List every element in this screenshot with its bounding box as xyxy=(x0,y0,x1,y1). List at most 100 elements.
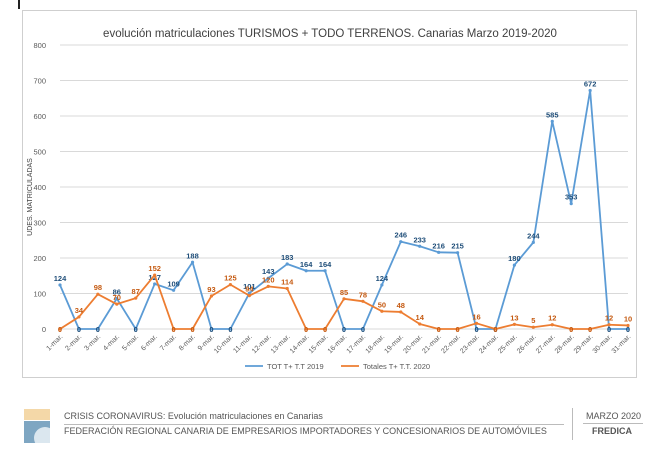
data-label: 152 xyxy=(148,264,161,273)
data-label: 34 xyxy=(75,306,84,315)
data-point xyxy=(58,327,62,331)
data-point xyxy=(247,294,251,298)
data-point xyxy=(323,269,327,273)
x-tick-label: 6-mar. xyxy=(140,333,159,352)
data-label: 124 xyxy=(54,274,67,283)
data-point xyxy=(134,296,138,300)
x-tick-label: 17-mar. xyxy=(346,333,368,355)
data-point xyxy=(190,327,195,331)
data-label: 180 xyxy=(508,254,521,263)
data-label: 0 xyxy=(304,325,308,334)
footer-date: MARZO 2020 xyxy=(586,411,642,421)
x-tick-label: 27-mar. xyxy=(535,333,557,355)
x-tick-label: 13-mar. xyxy=(270,333,292,355)
data-point xyxy=(209,327,214,331)
data-point xyxy=(209,294,214,298)
data-label: 0 xyxy=(456,325,460,334)
data-point xyxy=(418,244,422,248)
data-point xyxy=(153,273,157,277)
data-label: 101 xyxy=(243,282,256,291)
data-label: 16 xyxy=(472,312,480,321)
data-point xyxy=(361,327,365,331)
legend-label-2: Totales T+ T.T. 2020 xyxy=(363,362,430,371)
data-point xyxy=(323,327,327,331)
data-label: 48 xyxy=(397,301,405,310)
data-label: 85 xyxy=(340,288,348,297)
data-point xyxy=(115,302,119,306)
data-label: 14 xyxy=(416,313,425,322)
x-tick-label: 24-mar. xyxy=(478,333,500,355)
footer-organization: FEDERACIÓN REGIONAL CANARIA DE EMPRESARI… xyxy=(64,426,547,436)
data-label: 0 xyxy=(361,325,365,334)
x-tick-label: 3-mar. xyxy=(83,333,102,352)
y-tick-label: 500 xyxy=(33,148,46,157)
x-tick-label: 8-mar. xyxy=(178,333,197,352)
data-label: 0 xyxy=(134,325,138,334)
data-label: 0 xyxy=(58,325,62,334)
data-point xyxy=(588,88,592,93)
data-label: 233 xyxy=(413,235,426,244)
footer-logo-bar xyxy=(24,409,50,420)
x-tick-label: 25-mar. xyxy=(497,333,519,355)
data-point xyxy=(77,315,81,319)
data-label: 244 xyxy=(527,231,540,240)
footer-divider xyxy=(64,424,564,425)
data-point xyxy=(134,327,138,331)
x-tick-label: 30-mar. xyxy=(592,333,614,355)
x-tick-label: 4-mar. xyxy=(102,333,121,352)
x-tick-label: 19-mar. xyxy=(383,333,405,355)
data-label: 125 xyxy=(224,274,237,283)
data-point xyxy=(285,286,289,291)
data-label: 0 xyxy=(437,325,441,334)
data-point xyxy=(550,323,554,327)
data-label: 0 xyxy=(588,325,592,334)
data-label: 87 xyxy=(132,287,140,296)
data-label: 93 xyxy=(207,285,215,294)
data-point xyxy=(607,323,611,327)
chart-frame: evolución matriculaciones TURISMOS + TOD… xyxy=(22,10,637,378)
data-point xyxy=(569,202,573,206)
data-label: 114 xyxy=(281,278,294,287)
data-point xyxy=(626,327,630,331)
line-chart: evolución matriculaciones TURISMOS + TOD… xyxy=(27,28,632,371)
data-label: 0 xyxy=(626,325,630,334)
data-label: 120 xyxy=(262,275,275,284)
data-point xyxy=(512,263,516,267)
data-point xyxy=(531,325,535,329)
data-label: 5 xyxy=(531,316,535,325)
x-tick-label: 5-mar. xyxy=(121,333,140,352)
data-label: 94 xyxy=(245,285,254,294)
x-tick-label: 2-mar. xyxy=(64,333,83,352)
data-label: 12 xyxy=(548,314,556,323)
data-point xyxy=(172,288,176,292)
data-label: 183 xyxy=(281,253,294,262)
legend-label-1: TOT T+ T.T 2019 xyxy=(267,362,324,371)
data-point xyxy=(456,327,460,331)
data-label: 13 xyxy=(510,313,518,322)
data-point xyxy=(342,297,346,301)
x-tick-label: 22-mar. xyxy=(440,333,462,355)
data-label: 188 xyxy=(186,251,199,260)
data-point xyxy=(190,260,195,264)
data-label: 12 xyxy=(605,314,613,323)
data-point xyxy=(550,119,554,123)
data-point xyxy=(77,327,81,331)
x-tick-label: 21-mar. xyxy=(421,333,443,355)
x-tick-label: 10-mar. xyxy=(213,333,235,355)
data-point xyxy=(626,323,630,328)
x-tick-label: 18-mar. xyxy=(365,333,387,355)
x-tick-label: 23-mar. xyxy=(459,333,481,355)
data-label: 70 xyxy=(113,293,121,302)
data-label: 672 xyxy=(584,79,597,88)
data-point xyxy=(285,262,289,266)
x-tick-label: 7-mar. xyxy=(159,333,178,352)
y-tick-label: 100 xyxy=(33,290,46,299)
data-point xyxy=(380,283,384,287)
data-label: 124 xyxy=(376,274,389,283)
data-point xyxy=(399,310,403,314)
y-tick-label: 0 xyxy=(42,325,46,334)
footer-brand: FREDICA xyxy=(592,426,632,436)
x-tick-label: 20-mar. xyxy=(402,333,424,355)
data-label: 164 xyxy=(319,260,332,269)
data-point xyxy=(58,283,62,287)
